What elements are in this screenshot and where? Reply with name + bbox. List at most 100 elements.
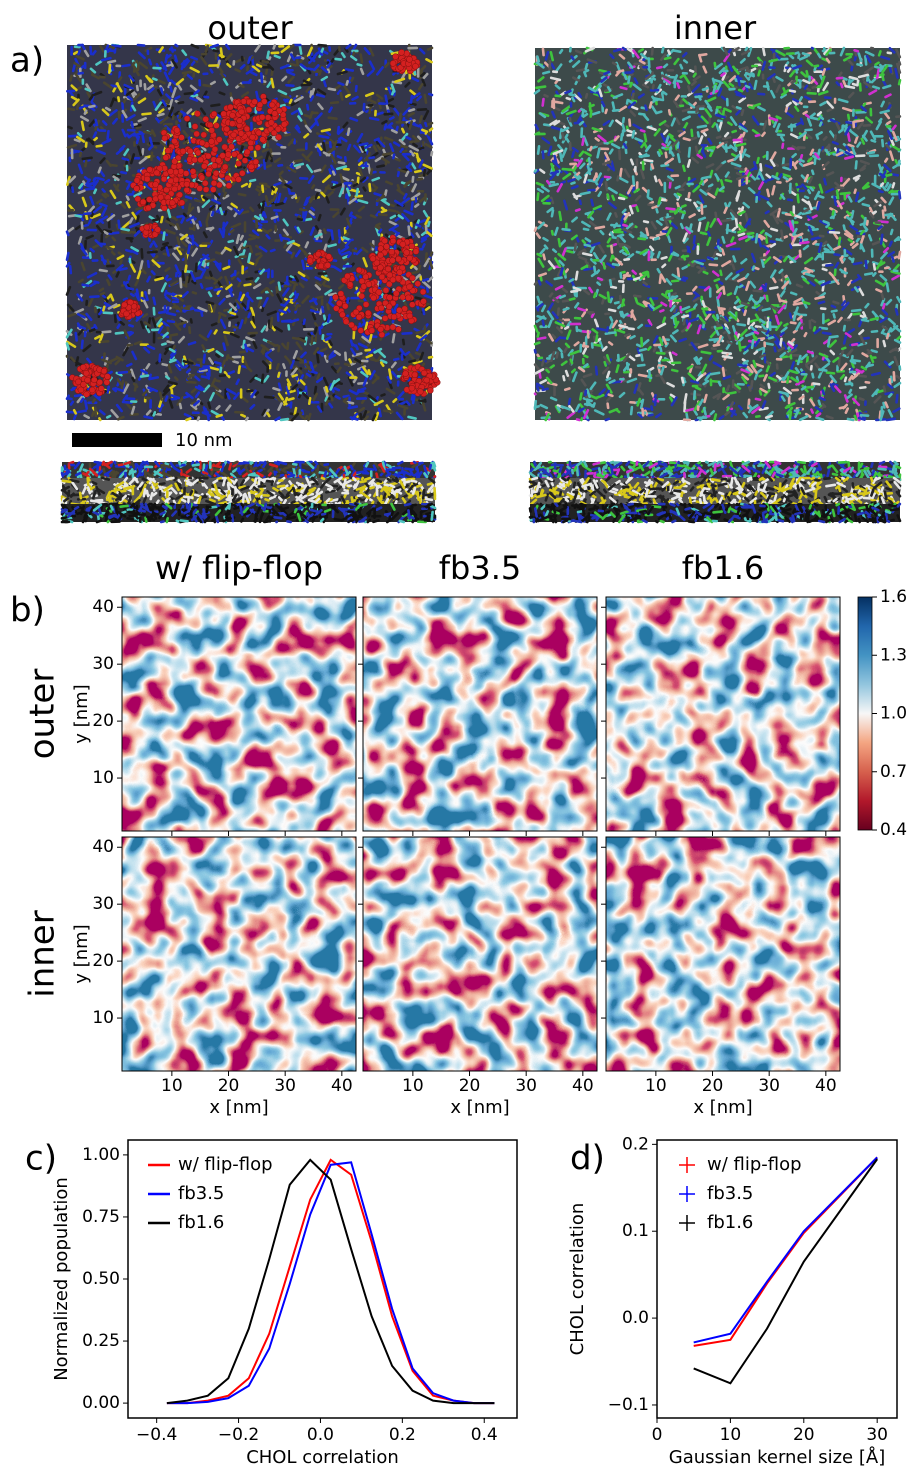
lipid bbox=[86, 91, 92, 100]
lipid bbox=[182, 72, 188, 78]
lipid bbox=[323, 354, 329, 363]
lipid bbox=[812, 326, 817, 332]
lipid bbox=[865, 74, 870, 82]
lipid bbox=[401, 338, 406, 346]
lipid bbox=[658, 274, 663, 285]
lipid bbox=[372, 144, 378, 153]
lipid bbox=[249, 333, 256, 338]
lipid bbox=[151, 317, 157, 328]
lipid bbox=[261, 59, 270, 64]
lipid bbox=[101, 188, 107, 194]
lipid bbox=[166, 340, 175, 344]
chol-bead bbox=[83, 370, 90, 377]
chol-bead bbox=[368, 327, 376, 334]
lipid bbox=[757, 69, 762, 77]
lipid bbox=[690, 128, 694, 138]
lipid bbox=[816, 131, 823, 136]
chol-bead bbox=[221, 163, 229, 171]
lipid bbox=[694, 386, 702, 391]
lipid bbox=[139, 374, 150, 378]
lipid bbox=[373, 313, 383, 320]
lipid bbox=[407, 415, 417, 420]
lipid bbox=[159, 87, 164, 95]
lipid bbox=[766, 188, 771, 198]
lipid bbox=[843, 376, 848, 383]
lipid bbox=[247, 78, 252, 85]
chol-bead bbox=[362, 273, 369, 281]
lipid bbox=[895, 374, 901, 380]
lipid bbox=[213, 287, 223, 292]
lipid bbox=[266, 287, 274, 297]
lipid bbox=[533, 226, 538, 233]
lipid bbox=[801, 268, 808, 274]
chol-bead bbox=[169, 199, 176, 207]
lipid bbox=[143, 83, 147, 91]
lipid bbox=[748, 371, 754, 377]
lipid bbox=[554, 79, 559, 85]
lipid bbox=[564, 369, 570, 377]
lipid bbox=[235, 298, 244, 309]
lipid bbox=[328, 350, 336, 359]
lipid bbox=[388, 381, 393, 390]
lipid bbox=[87, 205, 95, 214]
lipid bbox=[332, 265, 343, 273]
lipid bbox=[174, 363, 182, 372]
lipid bbox=[177, 84, 183, 91]
lipid bbox=[357, 342, 368, 349]
lipid bbox=[329, 394, 334, 402]
lipid bbox=[359, 176, 367, 183]
lipid bbox=[294, 248, 302, 258]
lipid bbox=[717, 380, 722, 387]
lipid bbox=[159, 215, 164, 224]
lipid bbox=[891, 182, 896, 189]
lipid bbox=[827, 226, 834, 231]
lipid bbox=[709, 371, 721, 376]
lipid bbox=[78, 151, 83, 158]
chol-bead bbox=[385, 265, 392, 273]
lipid bbox=[151, 255, 159, 261]
chol-bead bbox=[364, 309, 372, 317]
lipid bbox=[169, 333, 179, 337]
lipid bbox=[234, 252, 244, 259]
lipid bbox=[192, 89, 200, 96]
lipid bbox=[358, 164, 369, 168]
lipid bbox=[353, 144, 362, 154]
lipid bbox=[95, 144, 103, 148]
lipid bbox=[65, 261, 71, 268]
lipid bbox=[632, 294, 642, 298]
lipid bbox=[227, 315, 239, 320]
lipid bbox=[310, 206, 316, 212]
lipid bbox=[96, 176, 105, 182]
lipid bbox=[263, 395, 275, 400]
chol-bead bbox=[251, 98, 258, 106]
lipid bbox=[391, 333, 396, 344]
lipid bbox=[326, 62, 332, 69]
lipid bbox=[202, 384, 211, 393]
lipid bbox=[806, 91, 817, 95]
lipid bbox=[73, 138, 81, 143]
lipid bbox=[861, 336, 870, 340]
lipid bbox=[409, 102, 417, 106]
lipid bbox=[719, 269, 723, 277]
lipid bbox=[835, 81, 841, 87]
lipid bbox=[861, 102, 867, 108]
lipid bbox=[752, 289, 763, 293]
lipid bbox=[287, 397, 295, 401]
lipid bbox=[339, 91, 344, 101]
lipid bbox=[346, 143, 352, 152]
chol-bead bbox=[365, 281, 373, 288]
chol-bead bbox=[385, 303, 393, 310]
lipid bbox=[293, 275, 300, 283]
lipid bbox=[363, 47, 371, 56]
chol-bead bbox=[211, 146, 219, 153]
lipid bbox=[301, 391, 310, 400]
chol-bead bbox=[386, 280, 393, 288]
lipid bbox=[672, 49, 682, 54]
chol-bead bbox=[358, 292, 365, 300]
lipid bbox=[715, 313, 720, 320]
lipid bbox=[314, 188, 322, 192]
chol-bead bbox=[267, 119, 275, 126]
lipid bbox=[151, 77, 158, 82]
chol-bead bbox=[79, 364, 87, 371]
chol-bead bbox=[83, 391, 90, 398]
